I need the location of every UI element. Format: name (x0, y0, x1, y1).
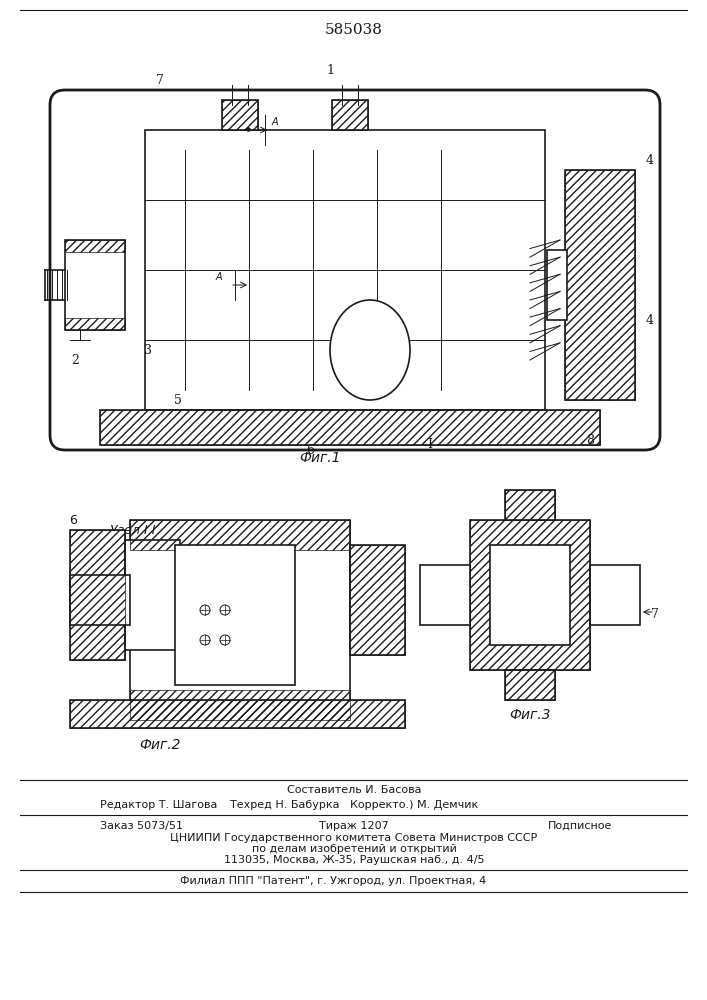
Text: 3: 3 (144, 344, 152, 357)
Text: А: А (216, 272, 222, 282)
Text: по делам изобретений и открытий: по делам изобретений и открытий (252, 844, 457, 854)
Bar (70, 530, 125, 660)
Bar (145, 130, 545, 410)
Text: Филиал ППП "Патент", г. Ужгород, ул. Проектная, 4: Филиал ППП "Патент", г. Ужгород, ул. Про… (180, 876, 486, 886)
Bar (70, 575, 130, 625)
Bar (130, 520, 350, 720)
Text: 2: 2 (71, 354, 79, 366)
Bar (125, 540, 180, 650)
Bar (505, 670, 555, 700)
Bar (590, 565, 640, 625)
Text: Техред Н. Бабурка   Корректо.) М. Демчик: Техред Н. Бабурка Корректо.) М. Демчик (230, 800, 478, 810)
Text: 4: 4 (646, 314, 654, 326)
Bar (100, 410, 600, 445)
Bar (420, 565, 470, 625)
Text: Узел I I: Узел I I (110, 524, 156, 536)
Circle shape (220, 635, 230, 645)
Text: 7: 7 (156, 74, 164, 87)
Text: Фиг.1: Фиг.1 (299, 451, 341, 465)
Circle shape (200, 605, 210, 615)
Circle shape (220, 605, 230, 615)
Text: ЦНИИПИ Государственного комитета Совета Министров СССР: ЦНИИПИ Государственного комитета Совета … (170, 833, 537, 843)
Bar (65, 240, 125, 330)
Bar (505, 490, 555, 520)
Text: 113035, Москва, Ж-35, Раушская наб., д. 4/5: 113035, Москва, Ж-35, Раушская наб., д. … (223, 855, 484, 865)
Bar (65, 240, 125, 252)
Text: 5: 5 (174, 393, 182, 406)
Text: 6: 6 (69, 514, 77, 526)
Text: Составитель И. Басова: Составитель И. Басова (287, 785, 421, 795)
Text: Фиг.3: Фиг.3 (509, 708, 551, 722)
Text: 585038: 585038 (325, 23, 383, 37)
Ellipse shape (330, 300, 410, 400)
Text: Заказ 5073/51: Заказ 5073/51 (100, 821, 183, 831)
Bar (350, 545, 405, 655)
Text: Подписное: Подписное (548, 821, 612, 831)
Bar (505, 670, 555, 700)
Bar (490, 545, 570, 645)
Text: 6: 6 (306, 444, 314, 456)
Text: 1: 1 (326, 64, 334, 77)
Text: 7: 7 (651, 608, 659, 621)
Text: 8: 8 (586, 434, 594, 446)
Bar (547, 250, 567, 320)
Bar (350, 545, 405, 655)
Bar (505, 490, 555, 520)
Bar (565, 170, 635, 400)
Bar (70, 530, 125, 660)
Bar (65, 318, 125, 330)
Bar (470, 520, 590, 670)
Text: Тираж 1207: Тираж 1207 (319, 821, 389, 831)
Bar (222, 100, 258, 130)
Bar (130, 690, 350, 720)
Bar (175, 545, 295, 685)
Bar (100, 410, 600, 445)
Bar (470, 520, 590, 670)
Text: Редактор Т. Шагова: Редактор Т. Шагова (100, 800, 217, 810)
Text: А-А: А-А (518, 503, 542, 517)
Bar (565, 170, 635, 400)
Text: А: А (272, 117, 279, 127)
Bar (70, 700, 405, 728)
Bar (70, 700, 405, 728)
FancyBboxPatch shape (50, 90, 660, 450)
Text: 4: 4 (646, 153, 654, 166)
Circle shape (200, 635, 210, 645)
Text: Фиг.2: Фиг.2 (139, 738, 181, 752)
Bar (332, 100, 368, 130)
Bar (130, 520, 350, 550)
Bar (222, 100, 258, 130)
Bar (332, 100, 368, 130)
Text: I: I (428, 438, 433, 452)
